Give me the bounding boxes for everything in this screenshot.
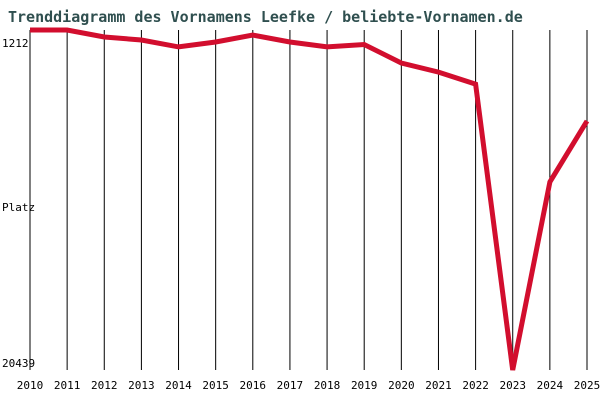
x-tick-label-2015: 2015 bbox=[202, 379, 229, 392]
x-tick-label-2021: 2021 bbox=[425, 379, 452, 392]
x-tick-label-2016: 2016 bbox=[240, 379, 267, 392]
y-axis-title: Platz bbox=[2, 201, 36, 214]
x-tick-label-2025: 2025 bbox=[574, 379, 600, 392]
x-tick-label-2024: 2024 bbox=[537, 379, 564, 392]
x-tick-label-2023: 2023 bbox=[499, 379, 526, 392]
y-axis-top-label: 1212 bbox=[2, 37, 29, 50]
x-tick-label-2020: 2020 bbox=[388, 379, 415, 392]
y-axis-bottom-label: 20439 bbox=[2, 357, 36, 370]
x-tick-label-2018: 2018 bbox=[314, 379, 341, 392]
x-tick-label-2010: 2010 bbox=[17, 379, 44, 392]
chart-title: Trenddiagramm des Vornamens Leefke / bel… bbox=[8, 8, 523, 26]
x-tick-label-2013: 2013 bbox=[128, 379, 155, 392]
x-tick-label-2014: 2014 bbox=[165, 379, 192, 392]
trend-line bbox=[30, 27, 590, 371]
x-tick-label-2019: 2019 bbox=[351, 379, 378, 392]
x-tick-label-2011: 2011 bbox=[54, 379, 81, 392]
x-tick-label-2022: 2022 bbox=[462, 379, 489, 392]
x-tick-label-2012: 2012 bbox=[91, 379, 118, 392]
x-tick-label-2017: 2017 bbox=[277, 379, 304, 392]
